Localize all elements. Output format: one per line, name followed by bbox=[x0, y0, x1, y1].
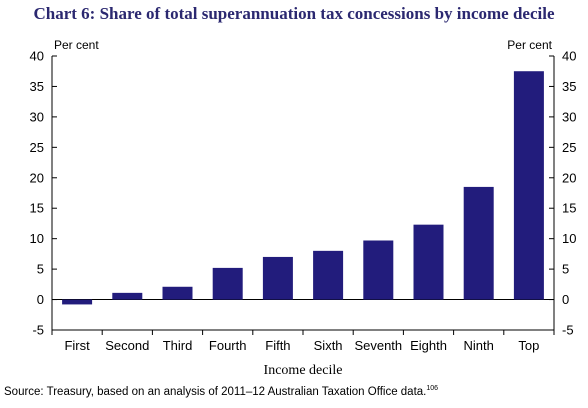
y-tick-label-right: -5 bbox=[562, 323, 574, 338]
source-text: Source: Treasury, based on an analysis o… bbox=[4, 386, 427, 398]
x-tick-label: Fourth bbox=[209, 338, 247, 353]
x-tick-label: Ninth bbox=[464, 338, 494, 353]
bar-chart: 40 40 35 35 30 30 25 25 20 20 15 15 10 10 5 5 0 0 -5 -5 Per … bbox=[30, 38, 577, 378]
y-tick-label-right: 35 bbox=[562, 79, 576, 94]
y-tick-label-left: 10 bbox=[30, 231, 44, 246]
y-unit-label-right: Per cent bbox=[507, 38, 552, 52]
bar-seventh bbox=[363, 240, 394, 300]
x-tick-label: Second bbox=[105, 338, 149, 353]
bar-fifth bbox=[262, 256, 293, 300]
y-tick-label-left: -5 bbox=[32, 323, 44, 338]
chart-title: Chart 6: Share of total superannuation t… bbox=[33, 4, 555, 23]
y-tick-label-left: 20 bbox=[30, 170, 44, 185]
x-tick-label: First bbox=[64, 338, 90, 353]
y-tick-label-right: 25 bbox=[562, 140, 576, 155]
x-tick-label: Seventh bbox=[354, 338, 402, 353]
x-tick-label: Top bbox=[518, 338, 539, 353]
y-tick-label-left: 30 bbox=[30, 109, 44, 124]
y-tick-label-left: 15 bbox=[30, 201, 44, 216]
source-note: Source: Treasury, based on an analysis o… bbox=[4, 385, 439, 398]
bar-ninth bbox=[463, 186, 494, 300]
y-tick-label-right: 5 bbox=[562, 262, 569, 277]
x-tick-label: Third bbox=[163, 338, 193, 353]
y-tick-label-left: 25 bbox=[30, 140, 44, 155]
x-tick-label: Sixth bbox=[314, 338, 343, 353]
x-tick-label: Fifth bbox=[265, 338, 290, 353]
y-tick-label-right: 10 bbox=[562, 231, 576, 246]
bar-sixth bbox=[313, 250, 344, 300]
bar-third bbox=[162, 286, 193, 300]
y-unit-label-left: Per cent bbox=[54, 38, 99, 52]
bar-fourth bbox=[212, 267, 243, 300]
y-tick-label-left: 5 bbox=[37, 262, 44, 277]
bar-first bbox=[62, 299, 93, 305]
y-tick-label-right: 0 bbox=[562, 292, 569, 307]
bar-top bbox=[513, 71, 544, 300]
y-tick-label-right: 20 bbox=[562, 170, 576, 185]
y-tick-label-right: 40 bbox=[562, 49, 576, 64]
y-tick-label-right: 30 bbox=[562, 109, 576, 124]
x-tick-label: Eighth bbox=[410, 338, 447, 353]
bar-eighth bbox=[413, 224, 444, 300]
y-tick-label-left: 0 bbox=[37, 292, 44, 307]
y-tick-label-right: 15 bbox=[562, 201, 576, 216]
x-axis-title: Income decile bbox=[264, 363, 343, 378]
bar-second bbox=[112, 292, 143, 300]
y-tick-label-left: 35 bbox=[30, 79, 44, 94]
footnote-ref: 106 bbox=[426, 385, 439, 393]
y-tick-label-left: 40 bbox=[30, 49, 44, 64]
